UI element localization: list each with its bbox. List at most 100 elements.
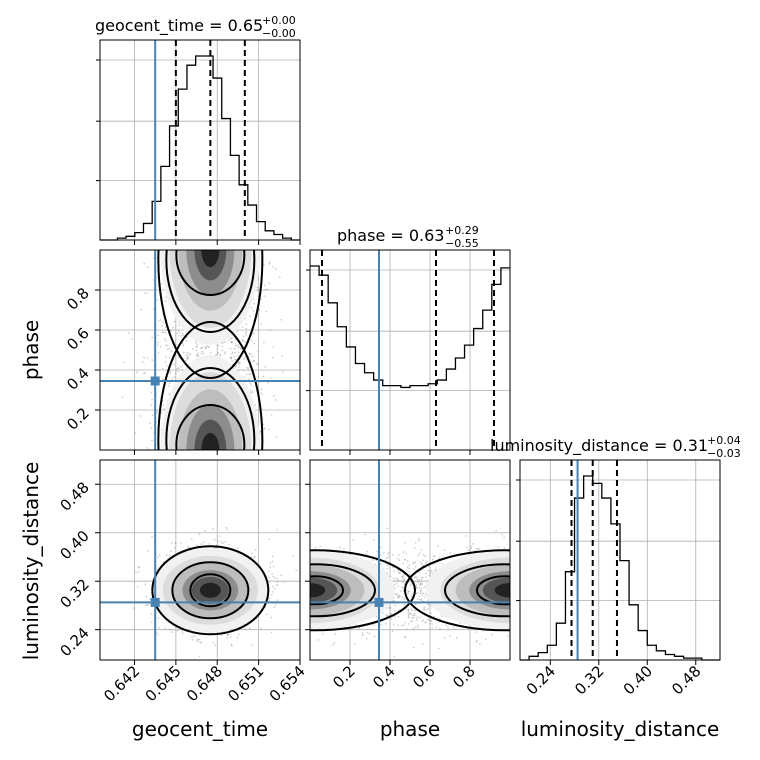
sample-point xyxy=(161,324,164,327)
sample-point xyxy=(402,575,405,577)
sample-point xyxy=(415,584,418,587)
sample-point xyxy=(411,582,413,585)
sample-point xyxy=(392,623,395,626)
sample-point xyxy=(254,404,256,406)
sample-point xyxy=(157,556,159,559)
sample-point xyxy=(165,356,167,358)
sample-point xyxy=(140,415,142,417)
sample-point xyxy=(503,547,506,549)
sample-point xyxy=(416,624,419,626)
sample-point xyxy=(396,593,398,596)
sample-point xyxy=(176,630,179,632)
sample-point xyxy=(248,366,251,369)
sample-point xyxy=(468,549,470,551)
sample-point xyxy=(402,579,405,582)
sample-point xyxy=(423,586,426,588)
sample-point xyxy=(173,320,176,323)
sample-point xyxy=(160,319,162,321)
sample-point xyxy=(411,617,414,619)
sample-point xyxy=(423,609,425,611)
sample-point xyxy=(172,326,174,329)
sample-point xyxy=(385,622,387,625)
sample-point xyxy=(397,624,399,626)
sample-point xyxy=(170,350,173,352)
sample-point xyxy=(174,542,176,544)
sample-point xyxy=(270,631,273,634)
sample-point xyxy=(238,366,240,368)
sample-point xyxy=(273,394,275,397)
sample-point xyxy=(180,365,182,368)
sample-point xyxy=(245,373,248,376)
sample-point xyxy=(121,396,124,399)
sample-point xyxy=(395,577,397,580)
sample-point xyxy=(399,572,401,575)
sample-point xyxy=(249,389,252,392)
sample-point xyxy=(181,630,184,632)
sample-point xyxy=(224,341,226,343)
sample-point xyxy=(389,607,392,609)
sample-point xyxy=(429,571,432,574)
sample-point xyxy=(403,578,406,581)
sample-point xyxy=(173,376,176,378)
sample-point xyxy=(420,589,422,592)
sample-point xyxy=(157,352,160,354)
sample-point xyxy=(376,550,379,553)
sample-point xyxy=(217,540,219,542)
sample-point xyxy=(240,347,242,350)
sample-point xyxy=(438,557,441,559)
sample-point xyxy=(425,562,427,564)
sample-point xyxy=(250,353,252,355)
sample-point xyxy=(187,357,190,359)
sample-point xyxy=(399,590,402,592)
sample-point xyxy=(268,538,271,541)
sample-point xyxy=(208,346,210,348)
title-phase-main: phase = 0.63 xyxy=(337,226,444,245)
sample-point xyxy=(406,566,409,568)
sample-point xyxy=(242,339,244,342)
sample-point xyxy=(420,599,423,601)
sample-point xyxy=(181,332,184,335)
panel-frame xyxy=(99,249,301,451)
sample-point xyxy=(168,555,170,557)
sample-point xyxy=(418,579,421,582)
sample-point xyxy=(248,378,250,380)
sample-point xyxy=(231,360,233,363)
sample-point xyxy=(238,363,240,365)
sample-point xyxy=(253,359,255,362)
ylabel-phase: phase xyxy=(19,320,43,380)
title-phase-plus: +0.29 xyxy=(445,224,479,237)
sample-point xyxy=(212,528,214,530)
sample-point xyxy=(253,556,255,559)
sample-point xyxy=(421,583,423,585)
sample-point xyxy=(236,344,238,346)
sample-point xyxy=(274,399,277,401)
sample-point xyxy=(405,553,407,555)
sample-point xyxy=(165,339,167,342)
sample-point xyxy=(206,345,208,348)
sample-point xyxy=(392,566,394,568)
sample-point xyxy=(441,563,444,565)
sample-point xyxy=(186,355,189,358)
sample-point xyxy=(162,404,165,406)
sample-point xyxy=(433,615,436,618)
sample-point xyxy=(372,624,375,626)
sample-point xyxy=(276,584,278,587)
contour-3 xyxy=(404,549,510,632)
sample-point xyxy=(272,565,275,568)
sample-point xyxy=(264,288,267,291)
sample-point xyxy=(401,624,403,627)
sample-point xyxy=(166,554,168,556)
sample-point xyxy=(427,569,429,572)
sample-point xyxy=(455,637,458,639)
sample-point xyxy=(420,549,423,551)
sample-point xyxy=(254,548,257,551)
sample-point xyxy=(196,544,198,547)
sample-point xyxy=(413,576,415,579)
sample-point xyxy=(414,566,417,568)
sample-point xyxy=(178,324,180,327)
sample-point xyxy=(406,560,409,562)
xtick-label: 0.32 xyxy=(571,662,607,698)
sample-point xyxy=(420,561,422,564)
sample-point xyxy=(439,628,441,630)
sample-point xyxy=(197,352,199,355)
